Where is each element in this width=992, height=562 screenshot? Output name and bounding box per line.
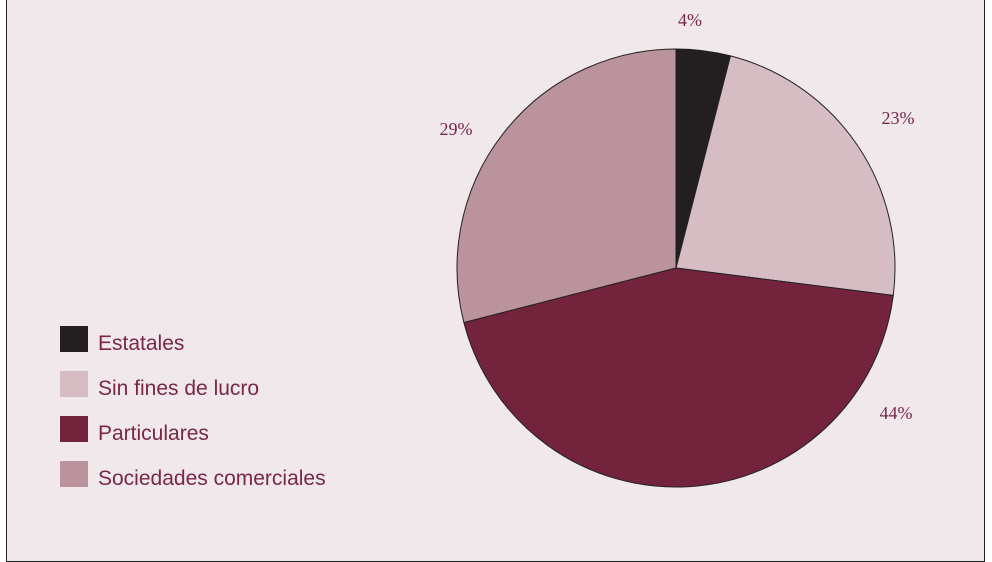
pie-slice-particulares xyxy=(463,267,894,488)
pie-label-sin-fines-de-lucro: 23% xyxy=(882,108,915,128)
legend: Estatales Sin fines de lucro Particulare… xyxy=(60,316,326,496)
pie-label-sociedades-comerciales: 29% xyxy=(440,119,473,139)
pie-labels: 4% 23% 44% 29% xyxy=(440,10,915,423)
legend-label-sociedades-comerciales: Sociedades comerciales xyxy=(98,466,326,490)
legend-label-particulares: Particulares xyxy=(98,421,209,445)
legend-label-estatales: Estatales xyxy=(98,331,185,355)
legend-item-particulares: Particulares xyxy=(60,406,326,451)
legend-item-sin-fines-de-lucro: Sin fines de lucro xyxy=(60,361,326,406)
legend-swatch-estatales xyxy=(60,325,88,352)
legend-item-estatales: Estatales xyxy=(60,316,326,361)
pie-slice-sin-fines-de-lucro xyxy=(675,55,896,297)
legend-swatch-sin-fines-de-lucro xyxy=(60,370,88,397)
legend-swatch-particulares xyxy=(60,415,88,442)
pie-slice-sociedades-comerciales xyxy=(456,48,677,324)
pie-label-particulares: 44% xyxy=(880,403,913,423)
legend-item-sociedades-comerciales: Sociedades comerciales xyxy=(60,451,326,496)
legend-swatch-sociedades-comerciales xyxy=(60,460,88,487)
pie-slices xyxy=(456,48,896,488)
pie-label-estatales: 4% xyxy=(678,10,702,30)
legend-label-sin-fines-de-lucro: Sin fines de lucro xyxy=(98,376,260,400)
